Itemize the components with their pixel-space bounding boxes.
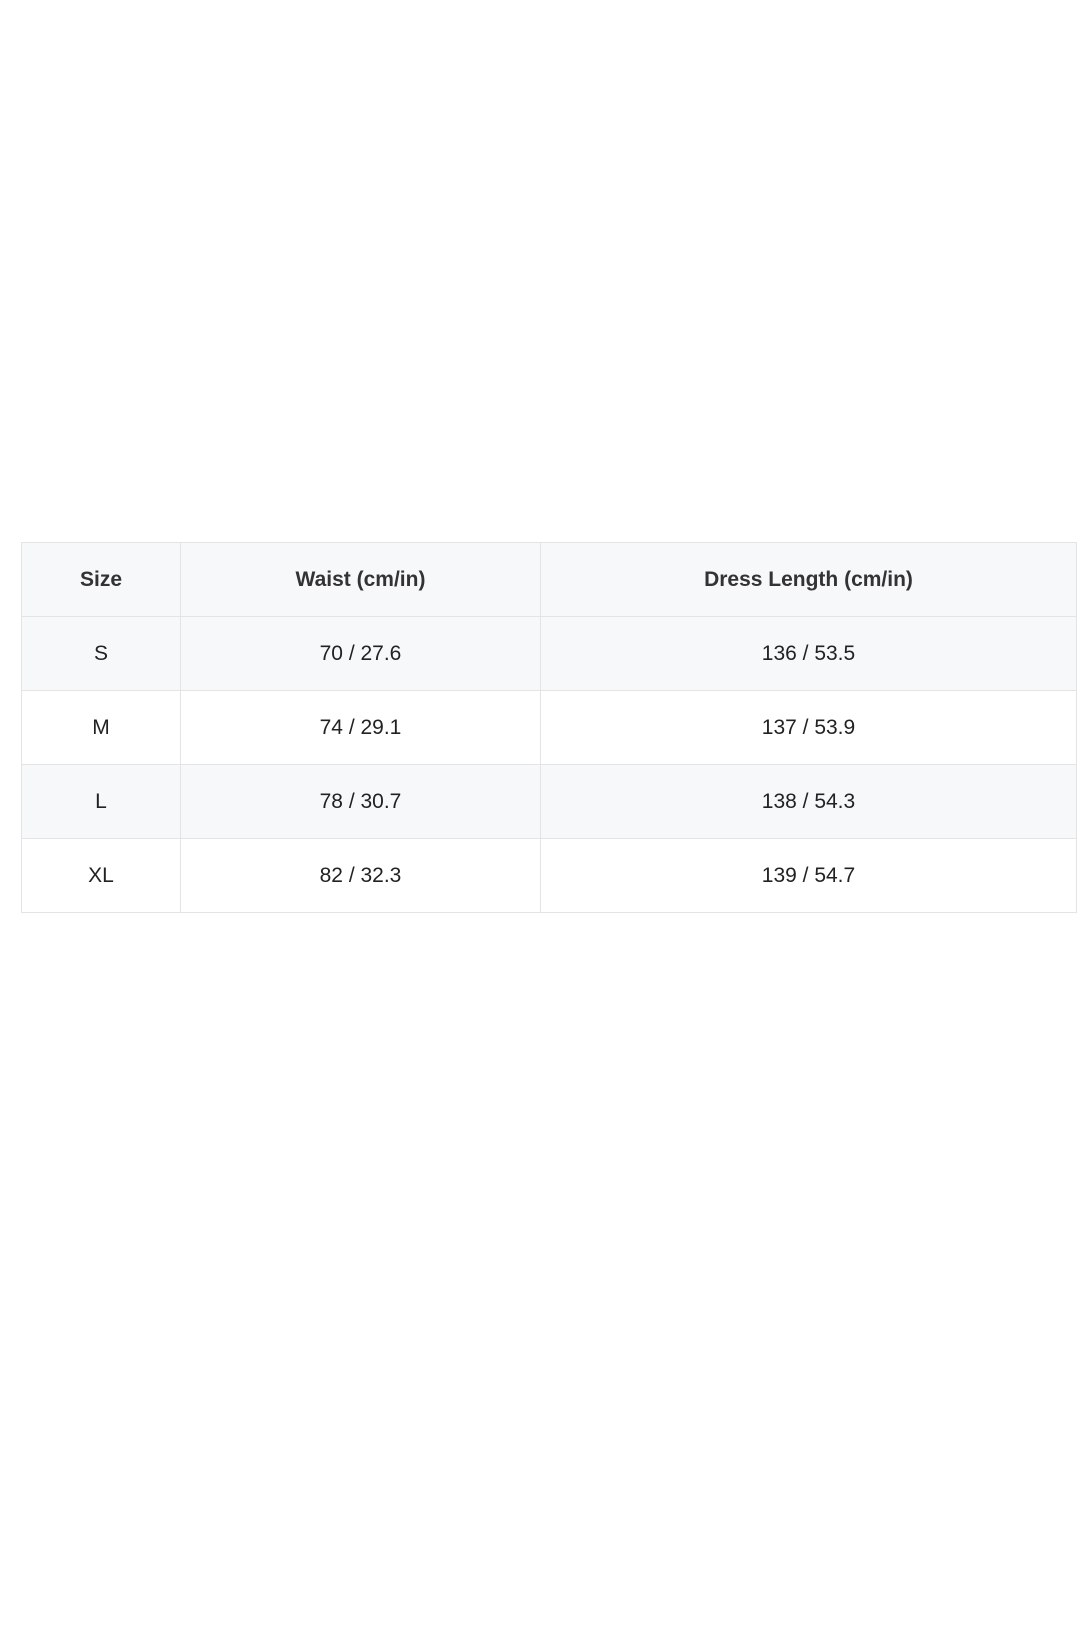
cell-size: L	[21, 764, 181, 839]
table-row: M 74 / 29.1 137 / 53.9	[21, 690, 1077, 765]
cell-waist: 70 / 27.6	[180, 616, 541, 691]
cell-dress-length: 137 / 53.9	[540, 690, 1077, 765]
table-row: S 70 / 27.6 136 / 53.5	[21, 616, 1077, 691]
cell-size: XL	[21, 838, 181, 913]
cell-waist: 82 / 32.3	[180, 838, 541, 913]
header-waist: Waist (cm/in)	[180, 542, 541, 617]
header-row: Size Waist (cm/in) Dress Length (cm/in)	[21, 542, 1077, 617]
cell-waist: 74 / 29.1	[180, 690, 541, 765]
cell-size: S	[21, 616, 181, 691]
cell-dress-length: 136 / 53.5	[540, 616, 1077, 691]
table-row: L 78 / 30.7 138 / 54.3	[21, 764, 1077, 839]
size-chart-table: Size Waist (cm/in) Dress Length (cm/in) …	[21, 542, 1077, 913]
header-size: Size	[21, 542, 181, 617]
cell-size: M	[21, 690, 181, 765]
cell-dress-length: 138 / 54.3	[540, 764, 1077, 839]
cell-dress-length: 139 / 54.7	[540, 838, 1077, 913]
header-dress-length: Dress Length (cm/in)	[540, 542, 1077, 617]
cell-waist: 78 / 30.7	[180, 764, 541, 839]
table-row: XL 82 / 32.3 139 / 54.7	[21, 838, 1077, 913]
